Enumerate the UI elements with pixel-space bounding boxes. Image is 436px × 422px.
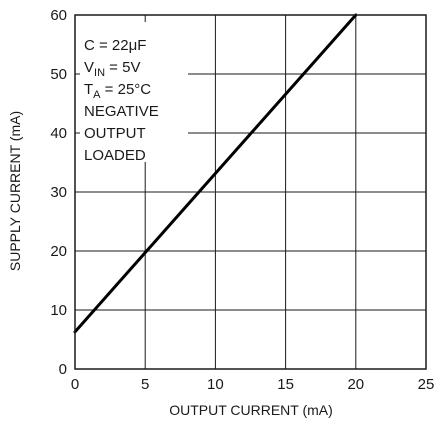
annotation-vin: VIN = 5V	[84, 59, 140, 79]
x-tick-label: 20	[347, 376, 364, 393]
annotation-negative: NEGATIVE	[84, 103, 159, 120]
annotation-background	[80, 22, 188, 162]
x-tick-labels: 0 5 10 15 20 25	[71, 376, 435, 393]
annotation-vin-sub: IN	[94, 67, 105, 79]
y-tick-label: 50	[50, 66, 67, 83]
grid	[75, 15, 426, 369]
annotation-capacitance: C = 22μF	[84, 37, 146, 54]
annotation-vin-main: V	[84, 59, 94, 76]
y-tick-label: 40	[50, 125, 67, 142]
annotation-ta-sub: A	[93, 89, 101, 101]
annotation-output: OUTPUT	[84, 125, 146, 142]
y-tick-label: 30	[50, 184, 67, 201]
annotation-block: C = 22μF VIN = 5V TA = 25°C NEGATIVE OUT…	[84, 37, 159, 164]
y-tick-label: 20	[50, 243, 67, 260]
x-tick-label: 25	[418, 376, 435, 393]
x-tick-label: 5	[141, 376, 149, 393]
annotation-ta-rest: = 25°C	[101, 81, 152, 98]
annotation-loaded: LOADED	[84, 147, 146, 164]
annotation-ta-main: T	[84, 81, 93, 98]
x-tick-label: 15	[277, 376, 294, 393]
y-tick-label: 0	[59, 361, 67, 378]
annotation-vin-rest: = 5V	[105, 59, 140, 76]
y-tick-label: 60	[50, 7, 67, 24]
plot-frame	[74, 14, 427, 370]
y-axis-label: SUPPLY CURRENT (mA)	[7, 111, 23, 271]
series-layer	[73, 13, 358, 334]
y-tick-label: 10	[50, 302, 67, 319]
annotation-ta: TA = 25°C	[84, 81, 151, 101]
x-tick-label: 10	[207, 376, 224, 393]
series-line	[73, 13, 358, 334]
y-tick-labels: 0 10 20 30 40 50 60	[50, 7, 67, 378]
x-axis-label: OUTPUT CURRENT (mA)	[169, 402, 333, 418]
x-tick-label: 0	[71, 376, 79, 393]
